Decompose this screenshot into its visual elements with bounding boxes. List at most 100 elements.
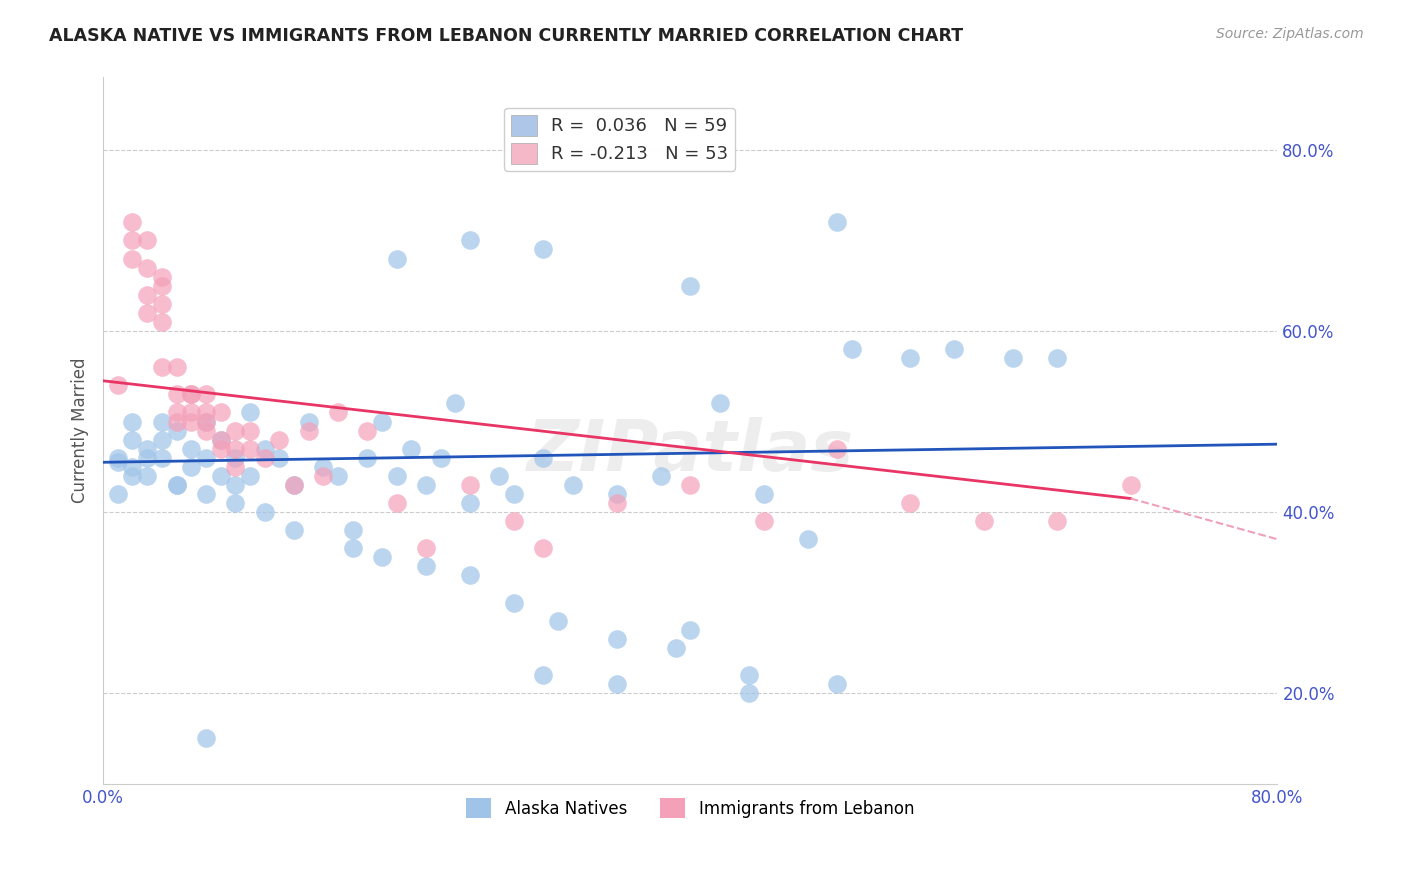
Point xyxy=(973,514,995,528)
Point xyxy=(269,450,291,465)
Point xyxy=(533,541,555,556)
Point xyxy=(180,405,202,419)
Point xyxy=(825,215,848,229)
Point xyxy=(194,415,217,429)
Point xyxy=(166,478,188,492)
Point xyxy=(121,459,143,474)
Point xyxy=(150,360,173,375)
Point xyxy=(121,468,143,483)
Point xyxy=(841,342,863,356)
Point xyxy=(239,424,262,438)
Point xyxy=(224,442,246,456)
Point xyxy=(107,487,129,501)
Point xyxy=(385,252,408,266)
Legend: Alaska Natives, Immigrants from Lebanon: Alaska Natives, Immigrants from Lebanon xyxy=(460,791,921,825)
Point xyxy=(121,433,143,447)
Point xyxy=(503,487,526,501)
Point xyxy=(253,505,276,519)
Point xyxy=(503,514,526,528)
Point xyxy=(385,468,408,483)
Point xyxy=(943,342,966,356)
Point xyxy=(136,260,159,275)
Point xyxy=(224,424,246,438)
Point xyxy=(312,468,335,483)
Point xyxy=(679,623,702,637)
Point xyxy=(166,424,188,438)
Point xyxy=(194,424,217,438)
Point xyxy=(606,487,628,501)
Point xyxy=(136,287,159,301)
Point xyxy=(533,668,555,682)
Point xyxy=(825,677,848,691)
Point xyxy=(825,442,848,456)
Point xyxy=(239,405,262,419)
Point xyxy=(533,243,555,257)
Point xyxy=(194,387,217,401)
Point xyxy=(224,459,246,474)
Point xyxy=(136,442,159,456)
Point xyxy=(547,614,569,628)
Point xyxy=(900,496,922,510)
Point xyxy=(1002,351,1025,366)
Point xyxy=(209,442,232,456)
Point xyxy=(209,433,232,447)
Point xyxy=(150,450,173,465)
Point xyxy=(415,478,437,492)
Point xyxy=(401,442,423,456)
Point xyxy=(283,478,305,492)
Point xyxy=(121,215,143,229)
Point xyxy=(752,487,775,501)
Point xyxy=(239,442,262,456)
Point xyxy=(150,433,173,447)
Point xyxy=(180,387,202,401)
Point xyxy=(385,496,408,510)
Point xyxy=(180,459,202,474)
Point xyxy=(488,468,510,483)
Point xyxy=(283,523,305,537)
Text: ZIPatlas: ZIPatlas xyxy=(527,417,853,486)
Point xyxy=(458,496,481,510)
Point xyxy=(166,405,188,419)
Point xyxy=(458,478,481,492)
Point xyxy=(224,450,246,465)
Point xyxy=(561,478,583,492)
Point xyxy=(150,278,173,293)
Point xyxy=(180,415,202,429)
Point xyxy=(342,523,364,537)
Point xyxy=(458,234,481,248)
Point xyxy=(194,415,217,429)
Point xyxy=(444,396,467,410)
Point xyxy=(1046,351,1069,366)
Point xyxy=(180,442,202,456)
Point xyxy=(194,405,217,419)
Point xyxy=(136,450,159,465)
Point xyxy=(224,496,246,510)
Point xyxy=(533,450,555,465)
Point xyxy=(209,433,232,447)
Text: ALASKA NATIVE VS IMMIGRANTS FROM LEBANON CURRENTLY MARRIED CORRELATION CHART: ALASKA NATIVE VS IMMIGRANTS FROM LEBANON… xyxy=(49,27,963,45)
Point xyxy=(650,468,672,483)
Point xyxy=(150,297,173,311)
Point xyxy=(136,468,159,483)
Point xyxy=(606,632,628,646)
Point xyxy=(150,415,173,429)
Point xyxy=(342,541,364,556)
Point xyxy=(136,306,159,320)
Point xyxy=(503,596,526,610)
Point xyxy=(150,269,173,284)
Point xyxy=(796,533,818,547)
Point xyxy=(121,234,143,248)
Point xyxy=(194,487,217,501)
Point xyxy=(136,234,159,248)
Text: Source: ZipAtlas.com: Source: ZipAtlas.com xyxy=(1216,27,1364,41)
Point xyxy=(166,478,188,492)
Point xyxy=(371,415,394,429)
Point xyxy=(239,468,262,483)
Point xyxy=(107,450,129,465)
Point xyxy=(356,424,378,438)
Point xyxy=(326,468,349,483)
Point xyxy=(194,731,217,746)
Point xyxy=(415,559,437,574)
Point xyxy=(150,315,173,329)
Point xyxy=(166,415,188,429)
